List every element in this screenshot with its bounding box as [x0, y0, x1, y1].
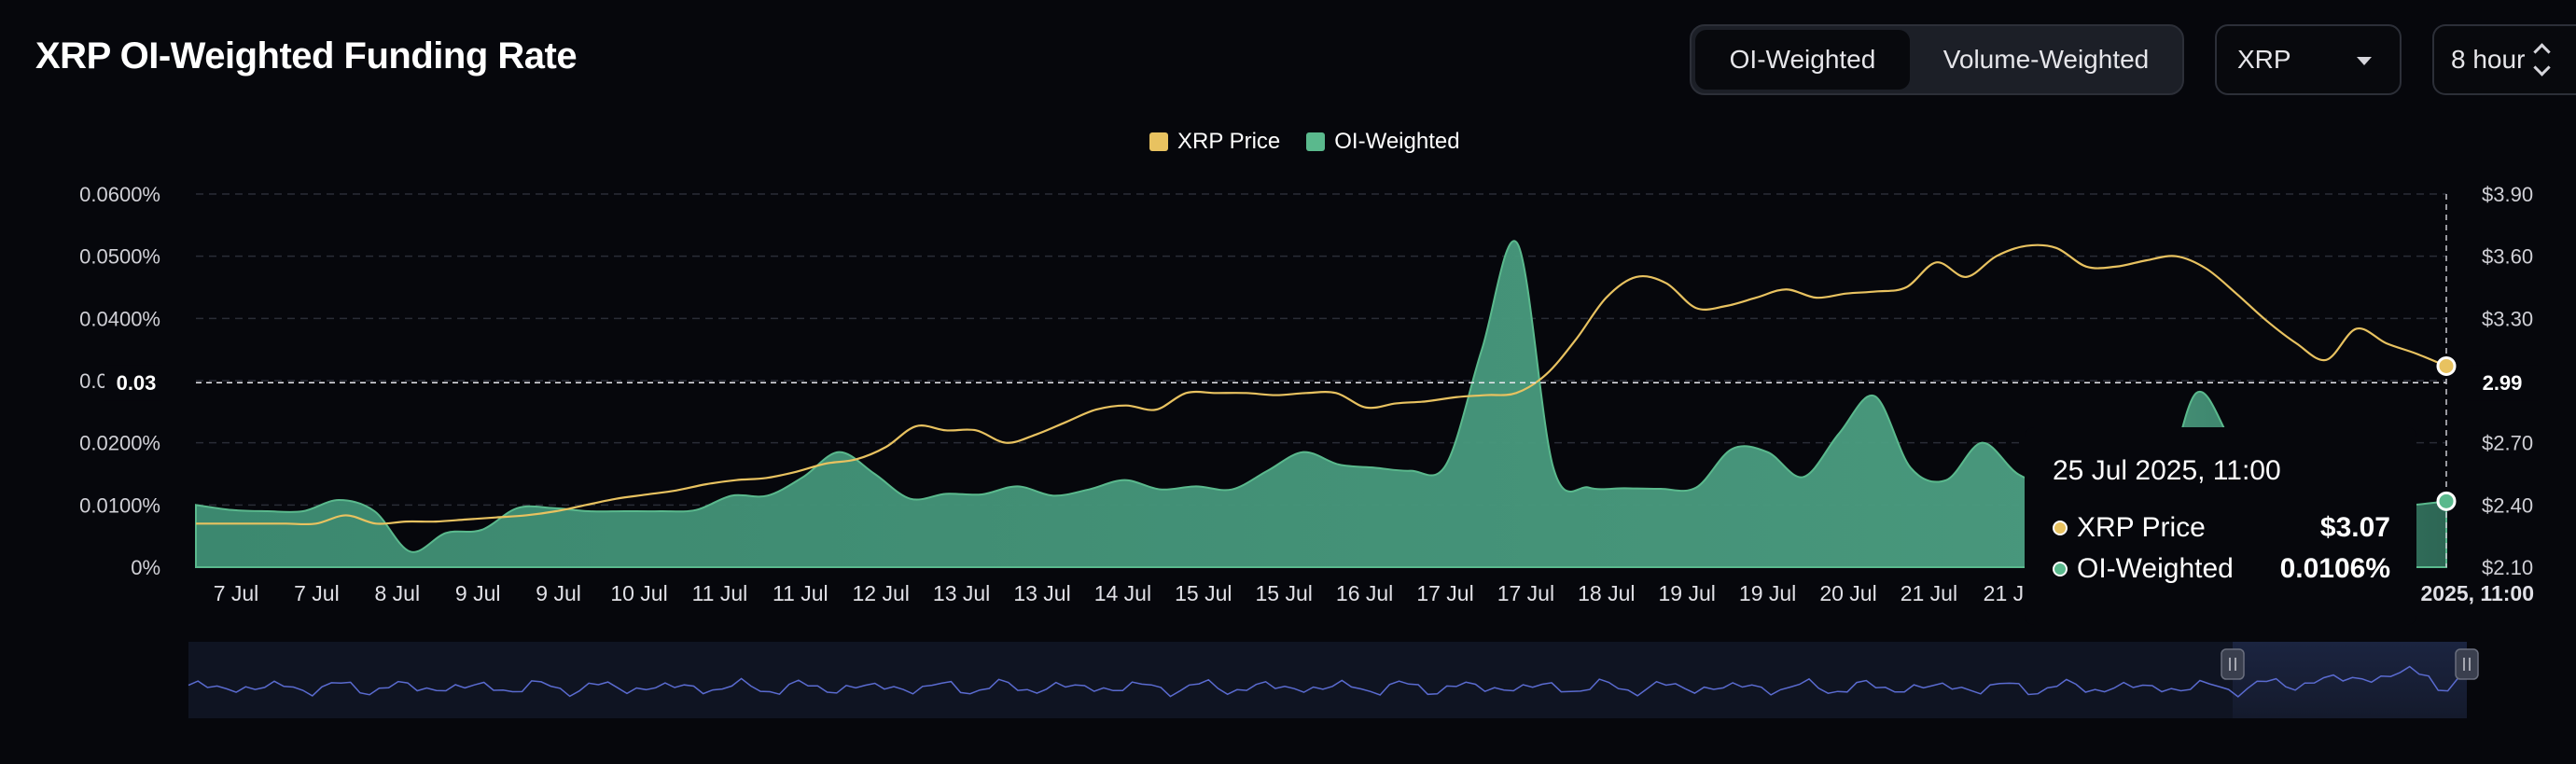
x-tick-label: 20 Jul: [1819, 581, 1876, 605]
tooltip-row-price: XRP Price $3.07: [2053, 507, 2390, 549]
price-hover-marker: [2436, 355, 2457, 376]
tooltip-value-price: $3.07: [2319, 512, 2390, 543]
y-left-tick-label: 0.0500%: [79, 245, 160, 269]
y-right-tick-label: $3.30: [2482, 307, 2533, 330]
interval-select[interactable]: 8 hour: [2432, 24, 2576, 95]
y-right-tick-label: $2.40: [2482, 493, 2533, 517]
y-left-tick-label: 0.0600%: [79, 183, 160, 206]
weighting-toggle: OI-Weighted Volume-Weighted: [1690, 24, 2184, 95]
tab-volume-weighted[interactable]: Volume-Weighted: [1942, 45, 2150, 74]
y-right-tick-label: $3.60: [2482, 245, 2533, 269]
x-tick-label: 15 Jul: [1175, 581, 1232, 605]
navigator-right-handle[interactable]: [2455, 648, 2479, 680]
x-tick-label: 15 Jul: [1256, 581, 1313, 605]
x-tick-label: 18 Jul: [1578, 581, 1635, 605]
x-tick-label: 17 Jul: [1497, 581, 1554, 605]
x-tick-label: 16 Jul: [1336, 581, 1393, 605]
x-tick-label: 13 Jul: [1013, 581, 1070, 605]
x-tick-label: 19 Jul: [1659, 581, 1716, 605]
chart-legend: XRP Price OI-Weighted: [1149, 129, 1460, 155]
legend-swatch-price: [1149, 132, 1168, 151]
x-tick-label: 7 Jul: [294, 581, 340, 605]
x-tick-label: 7 Jul: [214, 581, 259, 605]
x-tick-label: 14 Jul: [1094, 581, 1151, 605]
x-tick-label: 12 Jul: [853, 581, 910, 605]
y-right-tick-label: $2.70: [2482, 432, 2533, 455]
x-tick-label: 11 Jul: [773, 581, 828, 605]
crosshair-right-box: [2467, 365, 2538, 401]
x-tick-label: 10 Jul: [610, 581, 667, 605]
y-right-tick-label: $2.10: [2482, 556, 2533, 579]
x-tick-label: 9 Jul: [455, 581, 501, 605]
crosshair-left-box: [104, 365, 162, 401]
tooltip-row-funding: OI-Weighted 0.0106%: [2053, 549, 2390, 590]
tooltip-label-price: XRP Price: [2077, 512, 2206, 543]
legend-label-funding: OI-Weighted: [1334, 129, 1460, 154]
page-title: XRP OI-Weighted Funding Rate: [35, 35, 578, 76]
x-tick-label: 13 Jul: [933, 581, 990, 605]
y-left-tick-label: 0.0200%: [79, 432, 160, 455]
navigator-track: [188, 642, 2467, 718]
x-tick-label: 11 Jul: [692, 581, 748, 605]
y-left-tick-label: 0.0400%: [79, 307, 160, 330]
x-tick-label: 21 Jul: [1901, 581, 1957, 605]
crosshair-left-label: 0.03: [117, 371, 157, 395]
interval-select-value: 8 hour: [2451, 45, 2526, 74]
y-right-tick-label: $3.90: [2482, 183, 2533, 206]
tooltip-label-funding: OI-Weighted: [2077, 553, 2234, 584]
navigator-line: [188, 665, 2468, 698]
price-line-series: [195, 243, 2447, 526]
coin-select[interactable]: XRP: [2215, 24, 2402, 95]
legend-swatch-funding: [1306, 132, 1326, 151]
x-tick-label: 17 Jul: [1416, 581, 1473, 605]
x-tick-label: 9 Jul: [536, 581, 581, 605]
tooltip-dot-funding: [2053, 562, 2068, 576]
crosshair-right-label: 2.99: [2483, 371, 2523, 395]
tooltip-dot-price: [2053, 521, 2068, 535]
funding-hover-marker: [2436, 491, 2457, 511]
x-tick-label: 19 Jul: [1739, 581, 1796, 605]
x-tick-label: l 2025, 11:00: [2409, 581, 2534, 605]
tab-oi-weighted[interactable]: OI-Weighted: [1695, 30, 1910, 90]
tooltip-title: 25 Jul 2025, 11:00: [2053, 455, 2281, 486]
coin-select-value: XRP: [2237, 45, 2291, 74]
legend-item-funding[interactable]: OI-Weighted: [1306, 129, 1460, 155]
navigator-left-handle[interactable]: [2221, 648, 2245, 680]
x-tick-label: 8 Jul: [375, 581, 421, 605]
legend-item-price[interactable]: XRP Price: [1149, 129, 1280, 155]
chart-tooltip: 25 Jul 2025, 11:00 XRP Price $3.07 OI-We…: [2025, 427, 2416, 625]
legend-label-price: XRP Price: [1177, 129, 1281, 154]
y-left-tick-label: 0.0100%: [79, 493, 160, 517]
y-left-tick-label: 0%: [131, 556, 160, 579]
tooltip-value-funding: 0.0106%: [2279, 553, 2390, 584]
chevron-down-icon: [2357, 57, 2372, 65]
